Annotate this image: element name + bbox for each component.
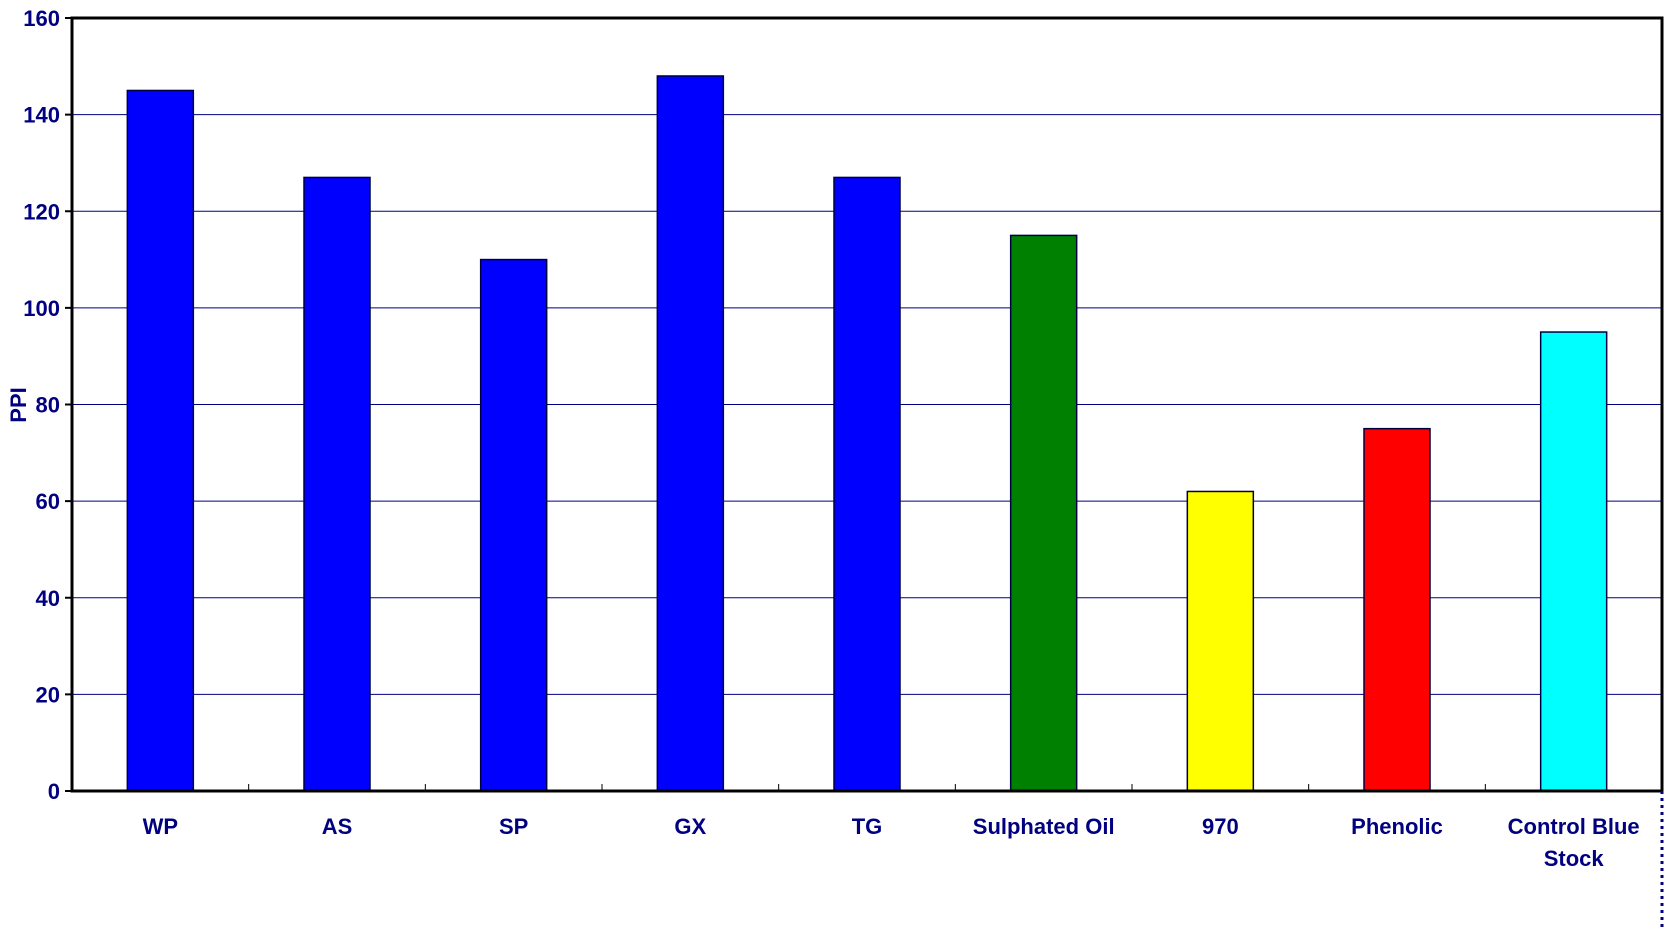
bars xyxy=(126,75,1608,792)
x-category-label: Control Blue Stock xyxy=(1508,814,1640,871)
plot-area-frame xyxy=(70,16,1664,793)
y-tick-label: 140 xyxy=(23,103,60,128)
y-tick-label: 20 xyxy=(36,682,60,707)
bar xyxy=(303,176,371,792)
x-category-label: GX xyxy=(674,814,706,839)
bar xyxy=(1363,427,1431,792)
x-category-label: WP xyxy=(143,814,178,839)
y-axis-title: PPI xyxy=(6,387,31,422)
bar xyxy=(1186,490,1255,792)
axes xyxy=(70,16,1664,927)
bar xyxy=(833,176,901,792)
x-tick-labels: WP AS SP GX TG Sulphated Oil 970 Phenolic Contro… xyxy=(143,814,1640,871)
x-category-label: Phenolic xyxy=(1351,814,1443,839)
bar xyxy=(1539,331,1608,792)
bar xyxy=(126,89,195,792)
x-category-label: 970 xyxy=(1202,814,1239,839)
y-tick-label: 0 xyxy=(48,779,60,804)
x-category-label: TG xyxy=(852,814,883,839)
y-tick-label: 100 xyxy=(23,296,60,321)
y-tick-labels: 0 20 40 60 80 100 120 140 160 xyxy=(23,6,60,804)
y-tick-label: 120 xyxy=(23,199,60,224)
x-category-label: Sulphated Oil xyxy=(973,814,1115,839)
y-tick-label: 40 xyxy=(36,586,60,611)
bar xyxy=(479,258,548,792)
y-tick-label: 60 xyxy=(36,489,60,514)
y-tick-label: 80 xyxy=(36,393,60,418)
bar xyxy=(656,75,725,792)
y-tick-label: 160 xyxy=(23,6,60,31)
x-category-label: SP xyxy=(499,814,528,839)
bar xyxy=(1009,234,1078,792)
x-category-label: AS xyxy=(322,814,353,839)
